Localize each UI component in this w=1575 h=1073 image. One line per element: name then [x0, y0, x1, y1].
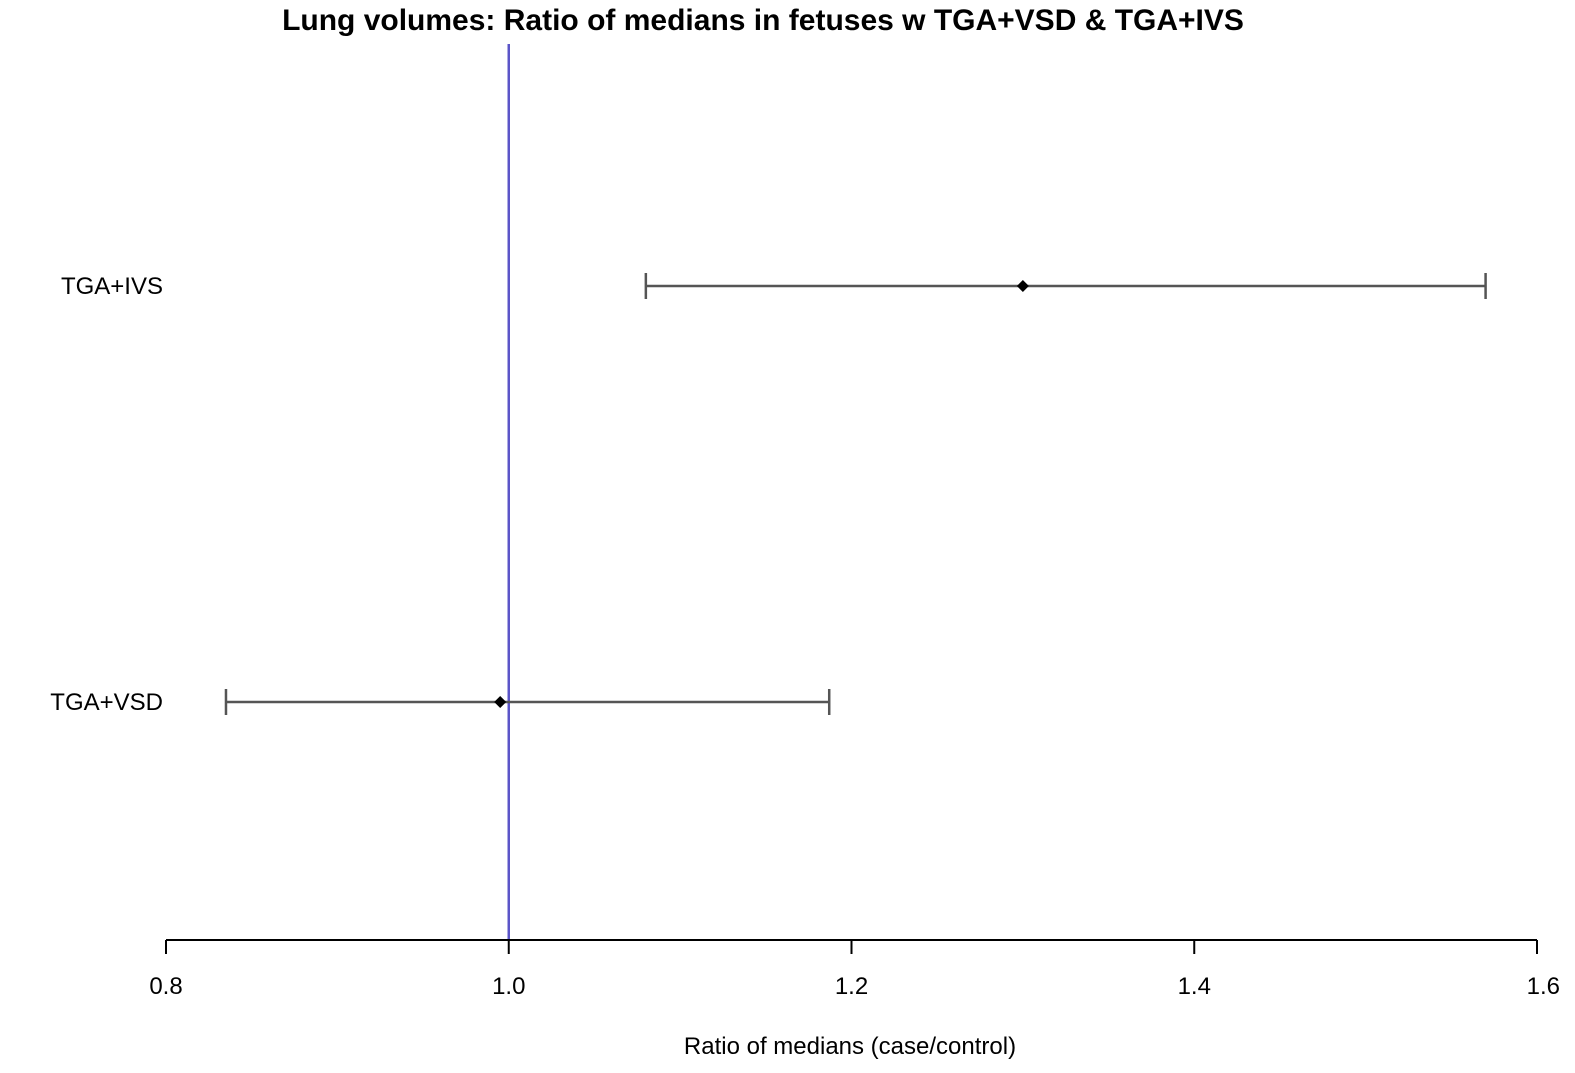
x-tick-label-0: 0.8	[149, 973, 182, 1000]
point-layer	[494, 280, 1029, 708]
x-tick-label-4: 1.6	[1527, 973, 1560, 1000]
row-label-tga-vsd: TGA+VSD	[50, 689, 163, 716]
chart-title: Lung volumes: Ratio of medians in fetuse…	[282, 4, 1244, 37]
category-label-layer: TGA+IVS TGA+VSD	[50, 273, 163, 716]
row-label-tga-ivs: TGA+IVS	[61, 273, 163, 300]
point-estimate-tga-vsd	[494, 696, 507, 708]
x-tick-label-2: 1.2	[835, 973, 868, 1000]
point-estimate-tga-ivs	[1016, 280, 1029, 292]
x-tick-label-1: 1.0	[492, 973, 525, 1000]
x-axis: 0.8 1.0 1.2 1.4 1.6	[149, 939, 1560, 1000]
x-axis-title: Ratio of medians (case/control)	[684, 1033, 1016, 1060]
interval-layer	[224, 273, 1487, 715]
x-tick-label-3: 1.4	[1178, 973, 1211, 1000]
